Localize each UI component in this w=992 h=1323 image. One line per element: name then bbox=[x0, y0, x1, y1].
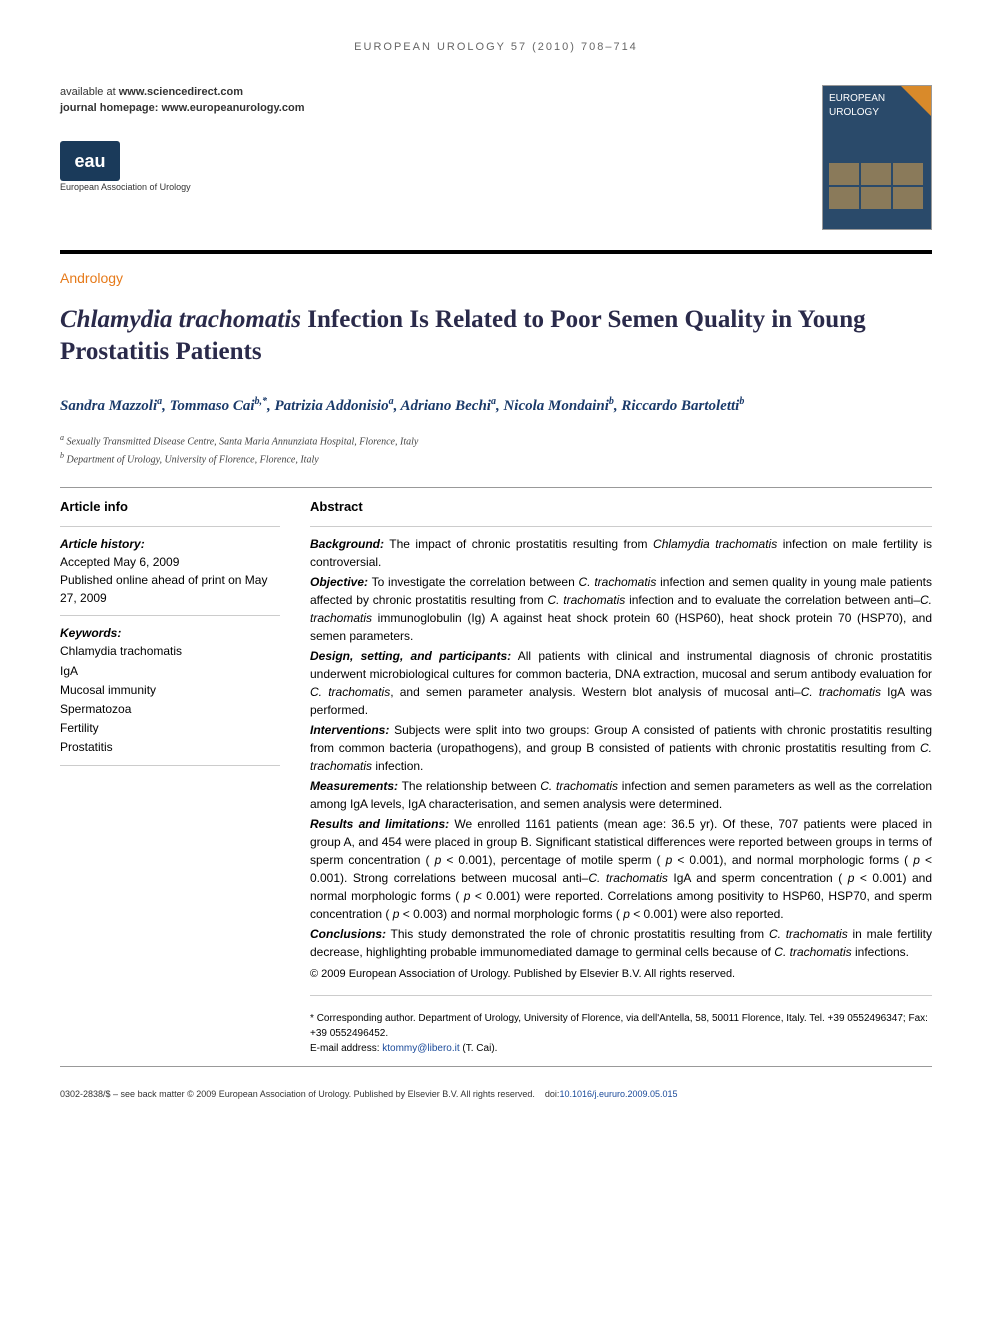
abstract-text: Background: The impact of chronic prosta… bbox=[310, 535, 932, 961]
footer-line: 0302-2838/$ – see back matter © 2009 Eur… bbox=[60, 1082, 932, 1101]
keyword-item: Mucosal immunity bbox=[60, 681, 280, 700]
article-history: Article history: Accepted May 6, 2009 Pu… bbox=[60, 535, 280, 607]
homepage-url[interactable]: www.europeanurology.com bbox=[161, 102, 304, 114]
divider-thin bbox=[60, 487, 932, 488]
keyword-item: Fertility bbox=[60, 719, 280, 738]
keyword-item: Chlamydia trachomatis bbox=[60, 642, 280, 661]
homepage-label: journal homepage: bbox=[60, 102, 158, 114]
abstract-section: Objective: To investigate the correlatio… bbox=[310, 573, 932, 645]
footer-text: 0302-2838/$ – see back matter © 2009 Eur… bbox=[60, 1089, 535, 1099]
divider-gray bbox=[60, 526, 280, 527]
email-label: E-mail address: bbox=[310, 1043, 379, 1054]
corresponding-email-link[interactable]: ktommy@libero.it bbox=[382, 1043, 459, 1054]
abstract-section: Background: The impact of chronic prosta… bbox=[310, 535, 932, 571]
divider-thick bbox=[60, 250, 932, 254]
keywords-label: Keywords: bbox=[60, 624, 280, 642]
publisher-name: European Association of Urology bbox=[60, 181, 822, 194]
header-row: available at www.sciencedirect.com journ… bbox=[60, 85, 932, 230]
abstract-section: Conclusions: This study demonstrated the… bbox=[310, 925, 932, 961]
abstract-copyright: © 2009 European Association of Urology. … bbox=[310, 967, 932, 982]
doi-label: doi: bbox=[545, 1089, 560, 1099]
abstract-section: Design, setting, and participants: All p… bbox=[310, 647, 932, 719]
article-category: Andrology bbox=[60, 269, 932, 289]
journal-citation: EUROPEAN UROLOGY 57 (2010) 708–714 bbox=[60, 40, 932, 55]
keyword-item: Prostatitis bbox=[60, 738, 280, 757]
abstract-section: Interventions: Subjects were split into … bbox=[310, 721, 932, 775]
authors-list: Sandra Mazzolia, Tommaso Caib,*, Patrizi… bbox=[60, 394, 932, 418]
content-columns: Article info Article history: Accepted M… bbox=[60, 498, 932, 1056]
corresponding-author: * Corresponding author. Department of Ur… bbox=[310, 1011, 932, 1056]
article-title: Chlamydia trachomatis Infection Is Relat… bbox=[60, 304, 932, 369]
corresponding-name: (T. Cai). bbox=[462, 1043, 497, 1054]
published-date: Published online ahead of print on May 2… bbox=[60, 571, 280, 607]
doi-link[interactable]: 10.1016/j.eururo.2009.05.015 bbox=[559, 1089, 677, 1099]
journal-cover-thumbnail: EUROPEAN UROLOGY bbox=[822, 85, 932, 230]
affiliations-list: a Sexually Transmitted Disease Centre, S… bbox=[60, 432, 932, 467]
cover-images bbox=[829, 163, 925, 209]
divider-thin bbox=[60, 1066, 932, 1067]
abstract-heading: Abstract bbox=[310, 498, 932, 516]
eau-logo-icon: eau bbox=[60, 141, 120, 181]
affiliation-item: b Department of Urology, University of F… bbox=[60, 450, 932, 467]
title-italic-species: Chlamydia trachomatis bbox=[60, 306, 301, 333]
divider-gray bbox=[310, 995, 932, 996]
keywords-block: Keywords: Chlamydia trachomatisIgAMucosa… bbox=[60, 624, 280, 757]
accepted-date: Accepted May 6, 2009 bbox=[60, 553, 280, 571]
corresponding-text: Corresponding author. Department of Urol… bbox=[310, 1013, 928, 1039]
divider-gray bbox=[310, 526, 932, 527]
abstract-column: Abstract Background: The impact of chron… bbox=[310, 498, 932, 1056]
keyword-item: Spermatozoa bbox=[60, 700, 280, 719]
divider-gray bbox=[60, 615, 280, 616]
publisher-logo-row: eau bbox=[60, 141, 822, 181]
available-url[interactable]: www.sciencedirect.com bbox=[119, 86, 243, 98]
history-label: Article history: bbox=[60, 535, 280, 553]
affiliation-item: a Sexually Transmitted Disease Centre, S… bbox=[60, 432, 932, 449]
corresponding-marker: * bbox=[310, 1013, 314, 1024]
keyword-item: IgA bbox=[60, 662, 280, 681]
cover-corner-decoration bbox=[901, 86, 931, 116]
article-info-heading: Article info bbox=[60, 498, 280, 516]
divider-gray bbox=[60, 765, 280, 766]
abstract-section: Measurements: The relationship between C… bbox=[310, 777, 932, 813]
available-label: available at bbox=[60, 86, 116, 98]
abstract-section: Results and limitations: We enrolled 116… bbox=[310, 815, 932, 923]
keywords-list: Chlamydia trachomatisIgAMucosal immunity… bbox=[60, 642, 280, 757]
article-info-column: Article info Article history: Accepted M… bbox=[60, 498, 280, 1056]
header-links: available at www.sciencedirect.com journ… bbox=[60, 85, 822, 116]
